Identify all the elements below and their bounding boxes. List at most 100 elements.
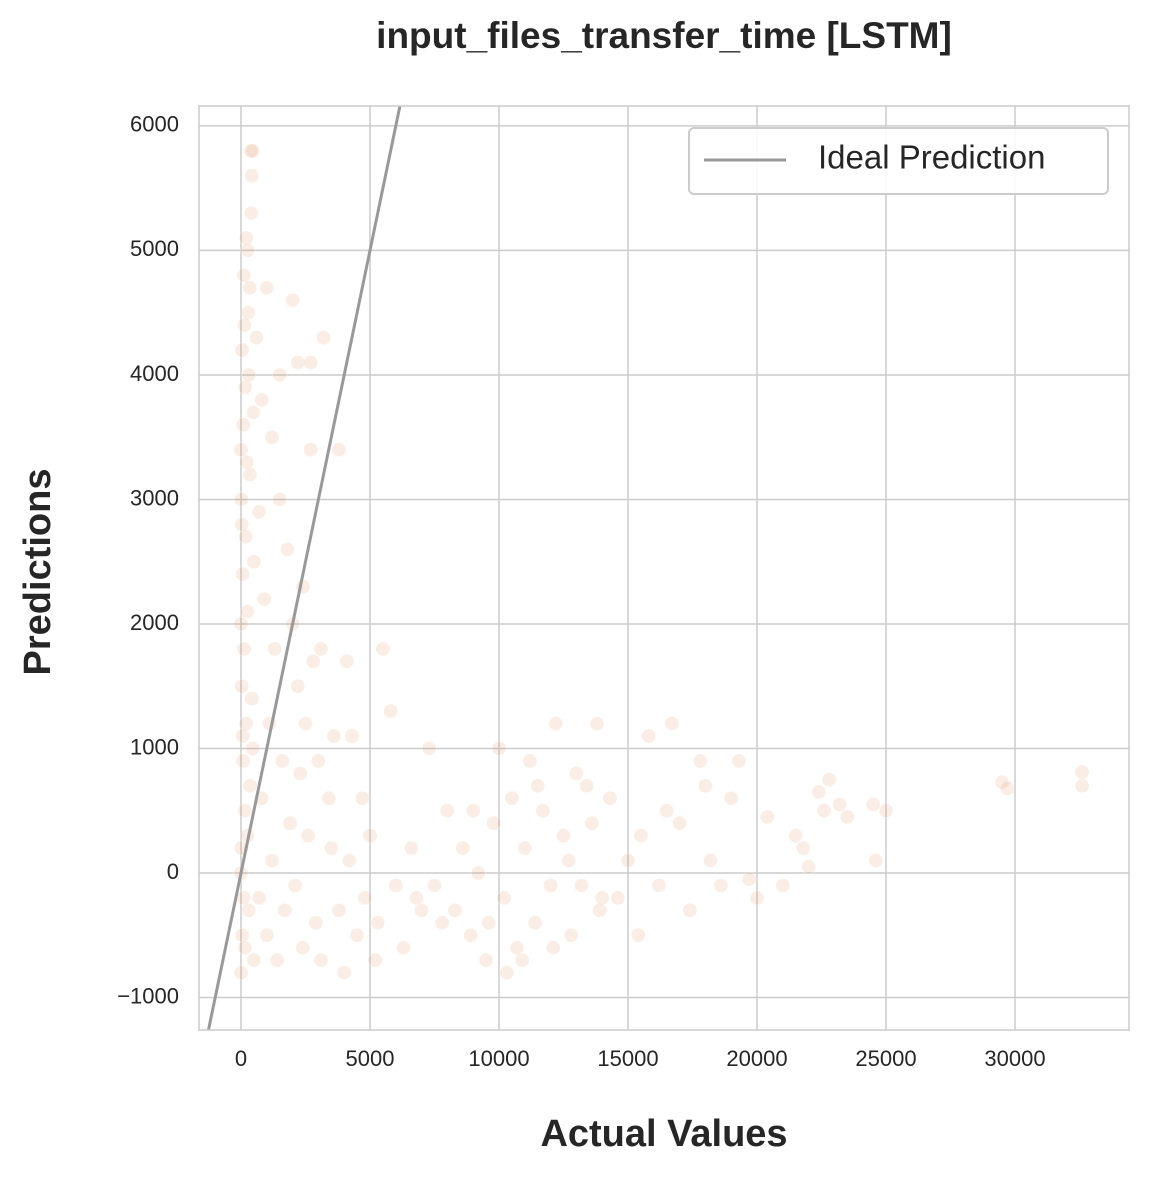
- scatter-point: [235, 728, 251, 744]
- scatter-point: [290, 678, 306, 694]
- scatter-point: [264, 429, 280, 445]
- scatter-point: [298, 716, 314, 732]
- scatter-point: [234, 678, 250, 694]
- grid: [199, 106, 1129, 1030]
- scatter-point: [354, 790, 370, 806]
- scatter-point: [341, 853, 357, 869]
- x-tick-label: 20000: [726, 1046, 787, 1071]
- scatter-point: [234, 927, 250, 943]
- scatter-point: [245, 740, 261, 756]
- scatter-point: [723, 790, 739, 806]
- scatter-point: [308, 915, 324, 931]
- scatter-point: [514, 952, 530, 968]
- scatter-point: [584, 815, 600, 831]
- scatter-point: [568, 765, 584, 781]
- scatter-point: [234, 342, 250, 358]
- scatter-point: [620, 853, 636, 869]
- scatter-point: [491, 740, 507, 756]
- scatter-point: [486, 815, 502, 831]
- scatter-point: [244, 168, 260, 184]
- scatter-point: [610, 890, 626, 906]
- scatter-point: [811, 784, 827, 800]
- scatter-point: [697, 778, 713, 794]
- scatter-point: [517, 840, 533, 856]
- scatter-point: [759, 809, 775, 825]
- scatter-point: [239, 454, 255, 470]
- x-tick-label: 25000: [855, 1046, 916, 1071]
- scatter-point: [602, 790, 618, 806]
- scatter-point: [421, 740, 437, 756]
- scatter-point: [331, 442, 347, 458]
- scatter-point: [238, 529, 254, 545]
- scatter-point: [235, 753, 251, 769]
- scatter-point: [731, 753, 747, 769]
- plot-frame: [198, 105, 1130, 1031]
- scatter-point: [234, 516, 250, 532]
- scatter-point: [496, 890, 512, 906]
- y-axis-label: Predictions: [17, 469, 59, 676]
- scatter-point: [236, 317, 252, 333]
- scatter-point: [331, 902, 347, 918]
- scatter-point: [243, 143, 259, 159]
- scatter-point: [795, 840, 811, 856]
- scatter-point: [574, 877, 590, 893]
- scatter-point: [426, 877, 442, 893]
- scatter-point: [310, 753, 326, 769]
- scatter-point: [592, 902, 608, 918]
- scatter-point: [455, 840, 471, 856]
- scatter-point: [243, 205, 259, 221]
- scatter-point: [269, 952, 285, 968]
- scatter-point: [1074, 764, 1090, 780]
- scatter-point: [259, 927, 275, 943]
- scatter-point: [465, 803, 481, 819]
- chart-title: input_files_transfer_time [LSTM]: [376, 15, 952, 56]
- scatter-point: [246, 554, 262, 570]
- scatter-point: [832, 797, 848, 813]
- scatter-point: [235, 566, 251, 582]
- scatter-point: [672, 815, 688, 831]
- scatter-point: [256, 591, 272, 607]
- points: [206, 106, 1090, 1030]
- scatter-point: [563, 927, 579, 943]
- scatter-point: [237, 940, 253, 956]
- scatter-point: [775, 877, 791, 893]
- scatter-point: [233, 491, 249, 507]
- scatter-point: [233, 965, 249, 981]
- scatter-point: [251, 504, 267, 520]
- scatter-point: [408, 890, 424, 906]
- scatter-point: [788, 828, 804, 844]
- scatter-point: [313, 952, 329, 968]
- scatter-point: [865, 797, 881, 813]
- scatter-point: [388, 877, 404, 893]
- scatter-point: [561, 853, 577, 869]
- scatter-point: [264, 853, 280, 869]
- scatter-point: [545, 940, 561, 956]
- scatter-point: [357, 890, 373, 906]
- x-tick-label: 0: [235, 1046, 247, 1071]
- scatter-point: [370, 915, 386, 931]
- scatter-point: [272, 491, 288, 507]
- scatter-point: [633, 828, 649, 844]
- scatter-point: [509, 940, 525, 956]
- scatter-point: [237, 379, 253, 395]
- scatter-point: [313, 641, 329, 657]
- scatter-point: [295, 940, 311, 956]
- scatter-point: [292, 765, 308, 781]
- scatter-point: [235, 417, 251, 433]
- scatter-point: [245, 404, 261, 420]
- scatter-point: [527, 915, 543, 931]
- scatter-point: [285, 292, 301, 308]
- scatter-point: [238, 716, 254, 732]
- scatter-point: [463, 927, 479, 943]
- scatter-point: [326, 728, 342, 744]
- scatter-point: [233, 442, 249, 458]
- scatter-point: [349, 927, 365, 943]
- scatter-point: [530, 778, 546, 794]
- x-tick-label: 5000: [346, 1046, 395, 1071]
- legend-box: [688, 127, 1109, 195]
- scatter-point: [1074, 778, 1090, 794]
- scatter-point: [403, 840, 419, 856]
- scatter-point: [277, 902, 293, 918]
- scatter-point: [478, 952, 494, 968]
